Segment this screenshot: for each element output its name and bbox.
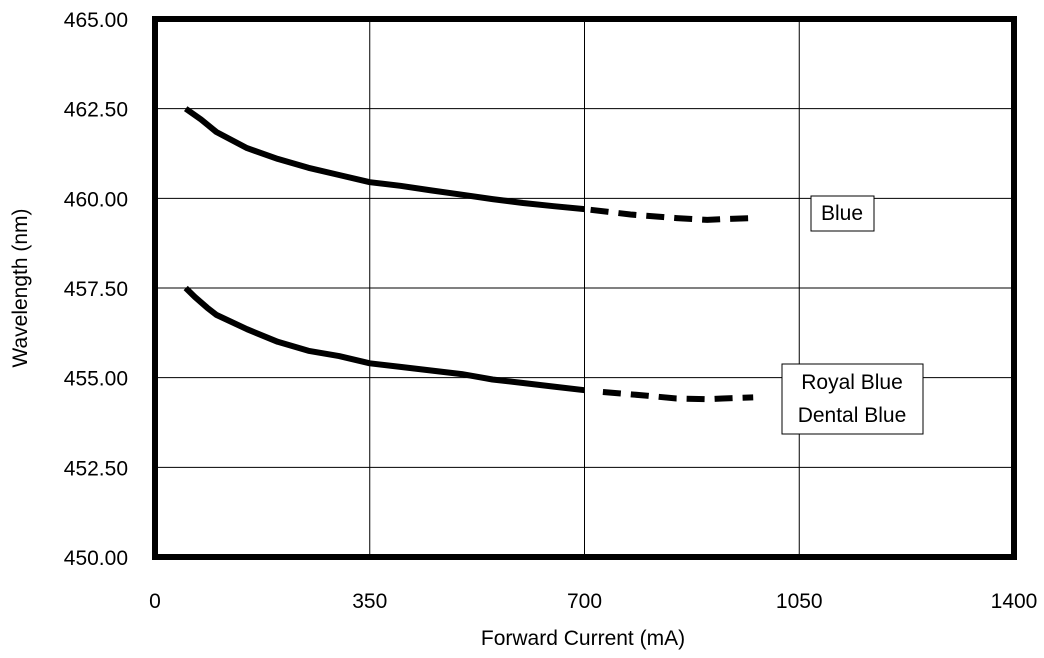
label-blue-box xyxy=(810,195,875,232)
series-layer xyxy=(183,106,754,403)
y-tick-label: 465.00 xyxy=(64,9,128,32)
plot-frame xyxy=(152,16,1017,560)
y-tick-label: 452.50 xyxy=(64,457,128,480)
x-tick-labels: 0 350 700 1050 1400 xyxy=(149,590,1037,613)
label-royal-blue-text: Royal Blue xyxy=(801,371,903,394)
series-line-solid xyxy=(183,106,585,213)
y-axis-title: Wavelength (nm) xyxy=(9,208,32,367)
label-dental-blue-text: Dental Blue xyxy=(798,404,907,427)
x-axis-title: Forward Current (mA) xyxy=(481,627,685,650)
series-line-dashed xyxy=(602,389,754,403)
x-tick-label: 0 xyxy=(149,590,161,613)
y-tick-label: 460.00 xyxy=(64,188,128,211)
label-blue: Blue xyxy=(810,195,875,232)
y-tick-label: 455.00 xyxy=(64,368,128,391)
x-tick-label: 350 xyxy=(352,590,387,613)
label-royal-dental-blue-box xyxy=(781,363,924,435)
label-blue-text: Blue xyxy=(821,202,863,225)
x-tick-label: 1050 xyxy=(776,590,823,613)
label-royal-dental-blue: Royal Blue Dental Blue xyxy=(781,363,924,435)
x-tick-label: 700 xyxy=(567,590,602,613)
x-tick-label: 1400 xyxy=(991,590,1038,613)
y-tick-label: 450.00 xyxy=(64,547,128,570)
series-line-solid xyxy=(183,285,585,394)
y-tick-label: 462.50 xyxy=(64,99,128,122)
series-line-dashed xyxy=(590,206,754,223)
grid-lines xyxy=(154,18,1015,558)
y-tick-labels: 450.00 452.50 455.00 457.50 460.00 462.50 465.… xyxy=(64,9,128,570)
y-tick-label: 457.50 xyxy=(64,278,128,301)
